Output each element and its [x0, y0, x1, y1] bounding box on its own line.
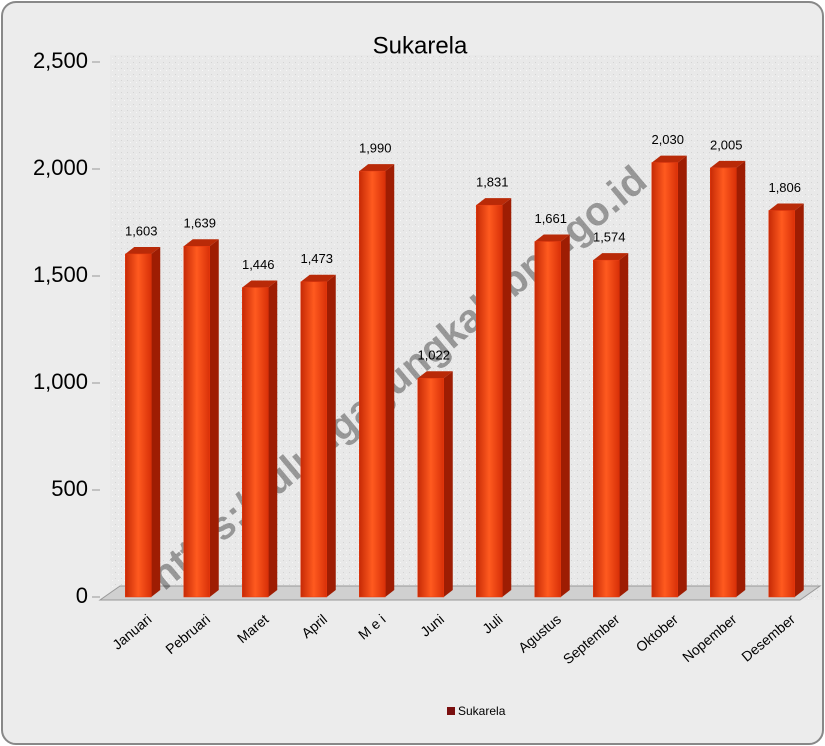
bar-side: [326, 274, 336, 597]
bar-top: [183, 239, 219, 247]
bar-top: [651, 155, 687, 163]
bar-side: [268, 280, 278, 597]
y-tick-label: 2,500: [33, 48, 88, 73]
bar-top: [242, 280, 278, 288]
bar-side: [151, 246, 161, 597]
bar-top: [710, 160, 746, 168]
legend: Sukarela: [447, 704, 506, 718]
legend-swatch: [447, 707, 455, 715]
data-label: 1,473: [300, 251, 333, 266]
data-label: 1,831: [476, 175, 509, 190]
bar: [534, 241, 561, 598]
data-label: 1,603: [125, 223, 158, 238]
bar: [593, 259, 620, 598]
bar: [300, 281, 327, 598]
bar-side: [677, 155, 687, 597]
bar-top: [768, 203, 804, 211]
bar: [359, 170, 386, 598]
data-label: 1,990: [359, 141, 392, 156]
floor: [98, 585, 822, 601]
bar: [768, 210, 795, 598]
data-label: 1,574: [593, 230, 626, 245]
bar-top: [125, 246, 161, 254]
y-tick-label: 0: [76, 583, 88, 608]
plot-area: [110, 55, 820, 600]
bar: [417, 378, 444, 598]
bar-top: [300, 274, 336, 282]
bar: [710, 167, 737, 598]
bar-top: [593, 253, 629, 261]
bar: [242, 287, 269, 598]
bar-top: [417, 371, 453, 379]
y-tick-label: 500: [51, 476, 88, 501]
bar: [125, 253, 152, 598]
bar: [651, 162, 678, 598]
bar-side: [794, 203, 804, 598]
bar-side: [385, 164, 395, 597]
bar-side: [736, 160, 746, 597]
bar-side: [619, 253, 629, 597]
bar: [183, 246, 210, 598]
data-label: 2,005: [710, 137, 743, 152]
bar-side: [443, 371, 453, 597]
legend-label: Sukarela: [458, 704, 506, 718]
bar-side: [502, 198, 512, 597]
data-label: 1,661: [534, 211, 567, 226]
y-tick-label: 1,000: [33, 369, 88, 394]
y-tick-label: 2,000: [33, 155, 88, 180]
bar-top: [534, 234, 570, 242]
bar-side: [560, 234, 570, 597]
data-label: 2,030: [651, 132, 684, 147]
bar-top: [359, 164, 395, 172]
bar-side: [209, 239, 219, 597]
data-label: 1,446: [242, 257, 275, 272]
bar-top: [476, 198, 512, 206]
y-tick-label: 1,500: [33, 262, 88, 287]
data-label: 1,639: [183, 216, 216, 231]
data-label: 1,806: [768, 180, 801, 195]
data-label: 1,022: [417, 348, 450, 363]
chart-title: Sukarela: [373, 32, 468, 59]
bar: [476, 204, 503, 598]
